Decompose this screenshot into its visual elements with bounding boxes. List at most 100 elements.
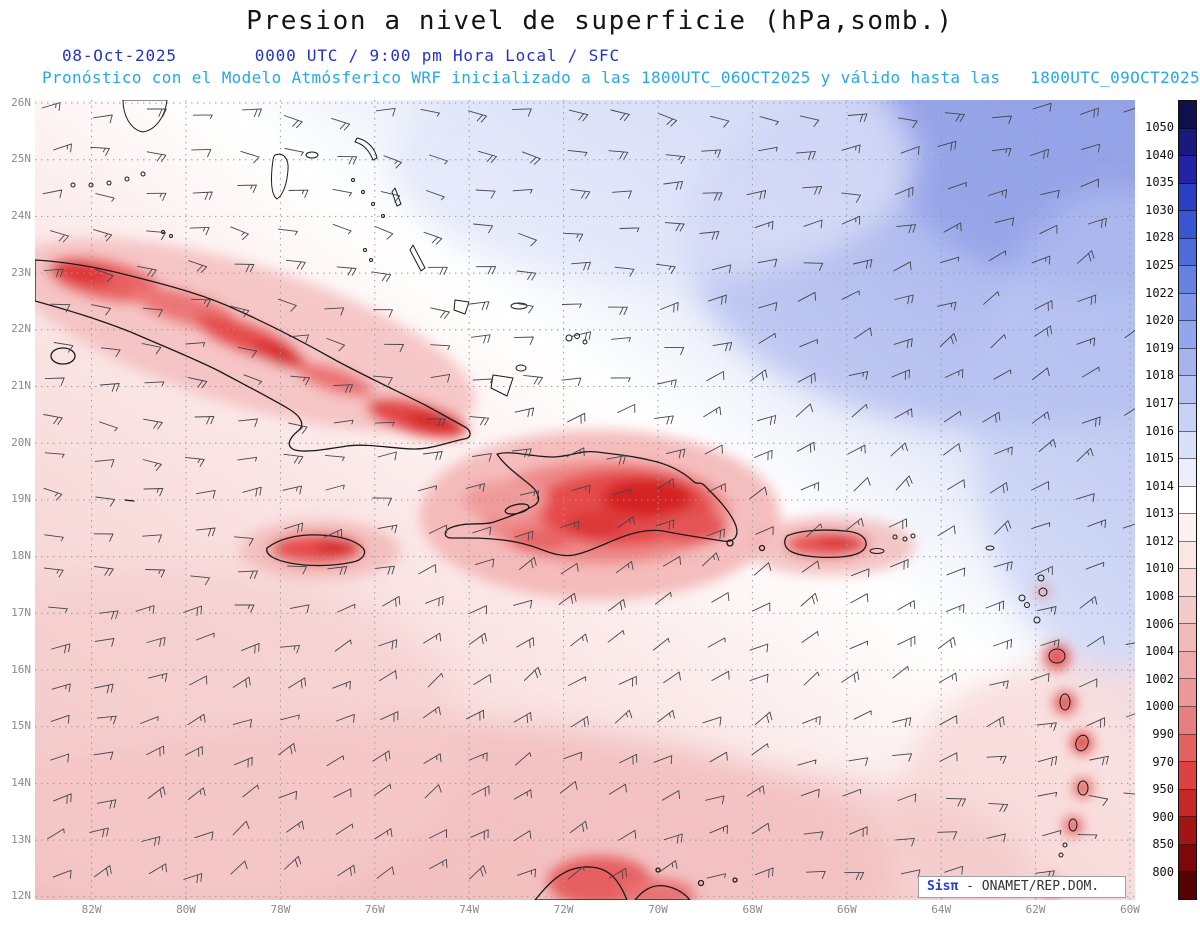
wind-barb: [324, 307, 345, 316]
wind-barb: [893, 338, 913, 349]
wind-barb: [519, 557, 537, 570]
wind-barb: [337, 864, 356, 877]
wind-barb: [850, 568, 870, 578]
wind-barb: [430, 307, 450, 319]
wind-barb: [611, 337, 631, 342]
wind-barb: [1089, 755, 1109, 766]
colorbar-cell: [1179, 541, 1196, 570]
wind-barb: [1125, 642, 1135, 645]
wind-barb: [1081, 143, 1101, 153]
wind-barb: [327, 566, 348, 576]
wind-barb: [187, 713, 206, 726]
wind-barb: [230, 860, 248, 875]
wind-barb: [847, 444, 866, 455]
wind-barb: [43, 268, 64, 278]
wind-barb: [1080, 178, 1099, 188]
wind-barb: [897, 793, 917, 803]
wind-barb: [232, 820, 250, 836]
colorbar-strip: [1178, 100, 1197, 900]
wind-barb: [937, 525, 956, 537]
wind-barb: [234, 756, 253, 768]
wind-barb: [423, 231, 443, 245]
wind-barb: [571, 484, 591, 494]
wind-barb: [93, 533, 114, 542]
wind-barb: [749, 643, 769, 653]
wind-barb: [139, 716, 159, 724]
wind-barb: [853, 477, 871, 492]
wind-barb: [1123, 107, 1135, 113]
wind-barb: [475, 189, 496, 199]
wind-barb: [801, 560, 820, 573]
lat-tick-label: 18N: [11, 549, 31, 563]
bahamas-coastlines: [271, 137, 588, 397]
wind-barb: [469, 865, 487, 880]
wind-barb: [570, 716, 589, 728]
wind-barb: [895, 837, 915, 847]
wind-barb: [280, 644, 300, 654]
wind-barb: [663, 180, 684, 191]
wind-barb: [91, 304, 111, 316]
wind-barb: [571, 261, 591, 271]
wind-barb: [753, 562, 772, 576]
wind-barb: [656, 478, 675, 490]
wind-barb: [283, 453, 304, 464]
wind-barb: [41, 102, 61, 111]
wind-barb: [99, 383, 120, 392]
wind-barb: [841, 192, 862, 203]
wind-barb: [656, 263, 676, 274]
wind-barb: [511, 108, 532, 117]
colorbar-level-label: 1002: [1145, 671, 1174, 686]
wind-barb: [850, 593, 869, 604]
colorbar-cell: [1179, 101, 1196, 129]
wind-barb: [568, 866, 585, 880]
wind-barb: [375, 565, 395, 575]
wind-barb: [751, 743, 769, 756]
wind-barb: [522, 151, 541, 165]
wind-barb: [749, 369, 768, 382]
wind-barb: [1034, 566, 1053, 576]
wind-barb: [238, 418, 258, 427]
wind-barb: [333, 419, 354, 425]
colorbar-cell: [1179, 707, 1196, 735]
wind-barb: [994, 217, 1015, 227]
wind-barb: [570, 189, 591, 200]
wind-barb: [988, 802, 1009, 813]
pressure-shading-broad: [35, 100, 1135, 900]
wind-barb: [374, 784, 392, 796]
south-america-coastline: [534, 866, 738, 900]
wind-barb: [98, 610, 119, 620]
wind-barb: [665, 154, 686, 164]
wind-barb: [1040, 189, 1060, 199]
wind-barb: [892, 753, 912, 762]
wind-barb: [617, 404, 636, 414]
wind-barb: [90, 146, 110, 156]
colorbar-cell: [1179, 431, 1196, 460]
wind-barb: [803, 831, 824, 840]
wind-barb: [1037, 791, 1058, 797]
wind-barb: [937, 831, 958, 840]
wind-barb: [947, 479, 966, 490]
wind-barb: [332, 223, 352, 235]
lat-tick-label: 26N: [11, 95, 31, 109]
wind-barb: [523, 666, 542, 681]
wind-barb: [702, 192, 723, 201]
wind-barb: [943, 443, 961, 456]
wind-barb: [937, 140, 957, 151]
colorbar-level-label: 1008: [1145, 589, 1174, 604]
colorbar-level-label: 1006: [1145, 616, 1174, 631]
wind-barb: [1085, 561, 1105, 570]
wind-barb: [374, 421, 395, 427]
wind-barb: [237, 456, 258, 462]
wind-barb: [1030, 673, 1050, 682]
wind-barb: [240, 150, 260, 164]
wind-barb: [183, 605, 203, 616]
wind-barb: [145, 569, 166, 578]
wind-barb: [567, 149, 588, 157]
lon-tick-label: 64W: [931, 903, 952, 916]
wind-barb: [986, 833, 1006, 843]
wind-barb: [707, 483, 726, 493]
wind-barb: [659, 301, 679, 313]
wind-barb: [189, 226, 210, 236]
wind-barb: [469, 752, 488, 762]
isla-juventud-coastline: [50, 347, 76, 365]
